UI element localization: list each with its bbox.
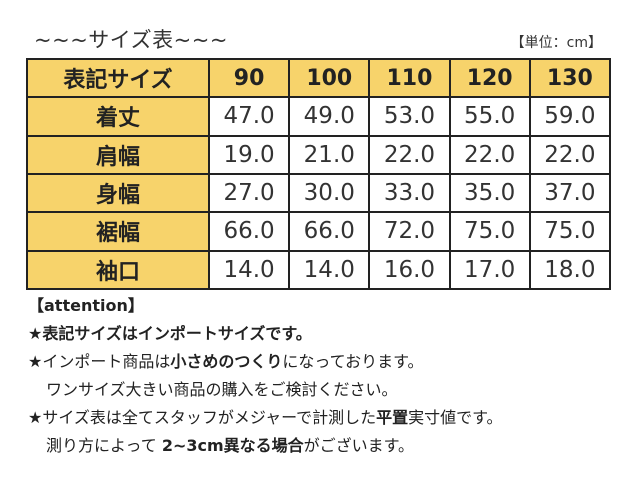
table-cell: 19.0 [207, 134, 291, 175]
row-label: 身幅 [26, 172, 210, 214]
table-cell: 18.0 [528, 249, 612, 291]
size-chart-title: ~~~サイズ表~~~ [34, 28, 228, 52]
table-cell: 22.0 [528, 134, 612, 175]
table-cell: 49.0 [288, 96, 371, 137]
note-line: ★表記サイズはインポートサイズです。 [28, 324, 312, 343]
table-cell: 21.0 [288, 134, 371, 175]
size-header-row: 表記サイズ 90 100 110 120 130 [26, 57, 612, 99]
table-cell: 72.0 [368, 211, 451, 252]
table-cell: 22.0 [368, 134, 451, 175]
table-row: 肩幅 19.0 21.0 22.0 22.0 22.0 [26, 134, 612, 175]
table-cell: 47.0 [207, 96, 291, 137]
attention-notes: 【attention】 ★表記サイズはインポートサイズです。 ★インポート商品は… [28, 292, 503, 460]
table-cell: 75.0 [448, 211, 531, 252]
size-header-cell: 120 [448, 57, 531, 99]
table-cell: 35.0 [448, 172, 531, 214]
note-line: ワンサイズ大きい商品の購入をご検討ください。 [46, 380, 398, 399]
table-cell: 33.0 [368, 172, 451, 214]
size-header-cell: 110 [368, 57, 451, 99]
table-cell: 16.0 [368, 249, 451, 291]
table-cell: 66.0 [288, 211, 371, 252]
unit-label: 【単位：cm】 [510, 35, 602, 51]
table-cell: 14.0 [288, 249, 371, 291]
size-header-cell: 130 [528, 57, 612, 99]
attention-heading: 【attention】 [28, 296, 144, 315]
table-row: 着丈 47.0 49.0 53.0 55.0 59.0 [26, 96, 612, 137]
size-corner-cell: 表記サイズ [26, 57, 210, 99]
size-header-cell: 90 [207, 57, 291, 99]
row-label: 袖口 [26, 249, 210, 291]
note-line: 測り方によって 2~3cm異なる場合がございます。 [46, 436, 415, 455]
note-line: ★サイズ表は全てスタッフがメジャーで計測した平置実寸値です。 [28, 408, 503, 427]
table-cell: 22.0 [448, 134, 531, 175]
table-cell: 17.0 [448, 249, 531, 291]
size-header-cell: 100 [288, 57, 371, 99]
table-row: 身幅 27.0 30.0 33.0 35.0 37.0 [26, 172, 612, 214]
table-row: 裾幅 66.0 66.0 72.0 75.0 75.0 [26, 211, 612, 252]
table-cell: 59.0 [528, 96, 612, 137]
row-label: 着丈 [26, 96, 210, 137]
table-cell: 27.0 [207, 172, 291, 214]
table-cell: 37.0 [528, 172, 612, 214]
row-label: 肩幅 [26, 134, 210, 175]
note-line: ★インポート商品は小さめのつくりになっております。 [28, 352, 424, 371]
table-cell: 75.0 [528, 211, 612, 252]
table-cell: 14.0 [207, 249, 291, 291]
table-cell: 53.0 [368, 96, 451, 137]
size-table: 表記サイズ 90 100 110 120 130 着丈 47.0 49.0 53… [26, 57, 612, 291]
table-cell: 55.0 [448, 96, 531, 137]
table-cell: 66.0 [207, 211, 291, 252]
row-label: 裾幅 [26, 211, 210, 252]
table-row: 袖口 14.0 14.0 16.0 17.0 18.0 [26, 249, 612, 291]
table-cell: 30.0 [288, 172, 371, 214]
